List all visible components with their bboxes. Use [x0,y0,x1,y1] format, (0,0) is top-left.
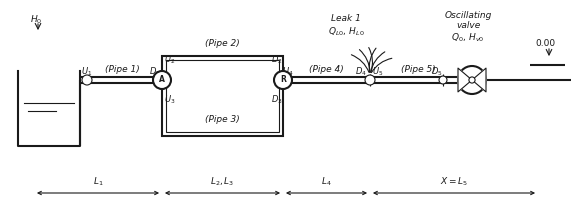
Text: 0.00: 0.00 [535,39,555,48]
Circle shape [274,71,292,89]
Text: $U_5$: $U_5$ [372,66,384,78]
Text: (Pipe 3): (Pipe 3) [204,114,239,124]
Polygon shape [472,68,486,92]
Text: (Pipe 1): (Pipe 1) [104,65,139,74]
Text: $U_3$: $U_3$ [164,93,176,105]
Circle shape [439,76,447,84]
Text: valve: valve [456,21,480,30]
Text: Oscillating: Oscillating [444,11,492,20]
Circle shape [82,75,92,85]
Text: $H_0$: $H_0$ [30,13,42,25]
Circle shape [458,66,486,94]
Text: $U_1$: $U_1$ [82,66,93,78]
Text: $L_1$: $L_1$ [93,175,103,188]
Text: $D_5$: $D_5$ [431,66,443,78]
Text: $D_1$: $D_1$ [149,66,161,78]
Text: $U_2$: $U_2$ [164,54,176,67]
Text: $D_2$: $D_2$ [271,54,283,67]
Bar [166,60,279,132]
Polygon shape [458,68,472,92]
Text: $D_4$: $D_4$ [355,66,367,78]
Text: $D_3$: $D_3$ [271,93,283,105]
Text: $U_4$: $U_4$ [282,66,293,78]
Text: R: R [280,76,286,84]
Bar [162,56,283,136]
Text: (Pipe 5): (Pipe 5) [401,65,435,74]
Text: Leak 1: Leak 1 [331,14,361,23]
Text: A: A [159,76,165,84]
Circle shape [153,71,171,89]
Text: $Q_0,\, H_{v0}$: $Q_0,\, H_{v0}$ [451,31,485,44]
Circle shape [469,77,475,83]
Text: $L_4$: $L_4$ [321,175,331,188]
Text: (Pipe 4): (Pipe 4) [308,65,343,74]
Text: $X=L_5$: $X=L_5$ [440,175,468,188]
Text: (Pipe 2): (Pipe 2) [204,38,239,48]
Circle shape [365,75,375,85]
Text: $L_2, L_3$: $L_2, L_3$ [210,175,234,188]
Text: $Q_{L0},\, H_{L0}$: $Q_{L0},\, H_{L0}$ [328,25,364,38]
